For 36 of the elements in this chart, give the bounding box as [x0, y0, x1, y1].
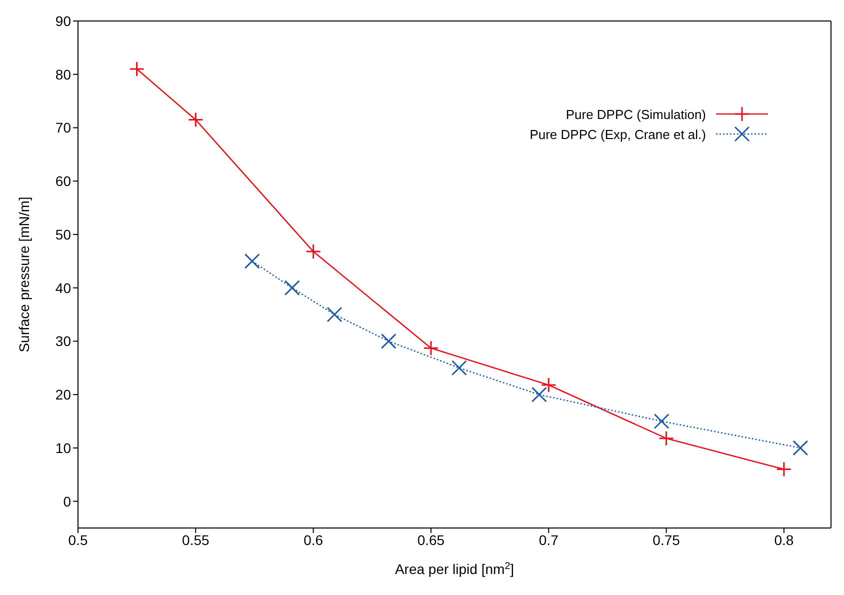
- point: [540, 377, 556, 393]
- point: [129, 61, 145, 77]
- point: [792, 440, 808, 456]
- point: [326, 306, 342, 322]
- y-tick-label: 50: [55, 226, 72, 242]
- point: [451, 360, 467, 376]
- point: [654, 414, 670, 430]
- y-tick-label: 70: [55, 120, 72, 136]
- x-tick-label: 0.7: [538, 532, 559, 548]
- y-tick-label: 90: [55, 12, 72, 29]
- x-axis-title: Area per lipid [nm$^{2}$]: [394, 560, 514, 577]
- point: [284, 280, 300, 296]
- x-tick-label: 0.8: [774, 532, 794, 548]
- point: [531, 386, 547, 402]
- y-tick-label: 60: [55, 173, 72, 190]
- y-tick-label: 80: [55, 66, 72, 82]
- legend-label: Pure DPPC (Exp, Crane et al.): [530, 126, 706, 142]
- point: [188, 112, 204, 128]
- point: [423, 340, 439, 356]
- y-axis-title: Surface pressure [mN/m]: [16, 196, 32, 352]
- x-tick-label: 0.65: [417, 532, 445, 548]
- legend-label: Pure DPPC (Simulation): [566, 106, 706, 122]
- x-tick-label: 0.75: [652, 532, 680, 548]
- y-tick-label: 0: [63, 493, 72, 510]
- point: [306, 244, 322, 260]
- y-tick-label: 20: [55, 386, 72, 403]
- x-tick-label: 0.55: [182, 532, 210, 548]
- y-tick-label: 10: [55, 440, 72, 456]
- x-tick-label: 0.6: [304, 532, 324, 548]
- point: [776, 462, 792, 478]
- point: [658, 430, 674, 446]
- point: [380, 333, 396, 349]
- point: [244, 253, 260, 269]
- y-tick-label: 30: [55, 333, 72, 350]
- x-tick-label: 0.5: [68, 532, 88, 548]
- y-tick-label: 40: [55, 280, 72, 296]
